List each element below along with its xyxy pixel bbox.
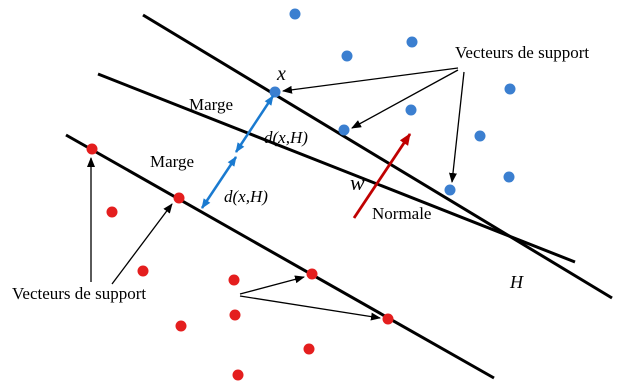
positive-point: [289, 8, 301, 20]
negative-point: [106, 206, 118, 218]
pointer-arrow: [111, 203, 173, 285]
support-pointers-top: [282, 67, 465, 183]
hyperplane-label: H: [509, 272, 524, 292]
pointer-arrow: [351, 69, 459, 129]
pointer-arrow: [239, 275, 305, 295]
hyperplane-line: [97, 72, 576, 264]
negative-point: [137, 265, 149, 277]
positive-point: [503, 171, 515, 183]
pointer-arrow: [448, 71, 465, 183]
margin-arrow-top: [234, 95, 275, 153]
positive-point: [405, 104, 417, 116]
support-vector-negative: [306, 268, 318, 280]
normal-label: Normale: [372, 204, 431, 223]
support-vectors-label-top: Vecteurs de support: [455, 43, 589, 62]
negative-point: [229, 309, 241, 321]
margin-line-positive: [142, 13, 613, 300]
support-vector-negative: [382, 313, 394, 325]
support-vector-positive: [269, 86, 281, 98]
negative-point: [228, 274, 240, 286]
normal-vector-label: w: [350, 170, 365, 195]
margin-label-bottom: Marge: [150, 152, 194, 171]
support-vectors-label-bottom: Vecteurs de support: [12, 284, 146, 303]
normal-vector-arrow: [352, 133, 412, 219]
negative-points: [86, 143, 394, 381]
distance-label-bottom: d(x,H): [224, 187, 268, 206]
positive-point: [504, 83, 516, 95]
negative-point: [232, 369, 244, 381]
distance-label-top: d(x,H): [264, 128, 308, 147]
positive-point: [474, 130, 486, 142]
pointer-arrow: [239, 295, 381, 321]
margin-label-top: Marge: [189, 95, 233, 114]
positive-points: [269, 8, 516, 196]
margin-line-negative: [65, 133, 495, 380]
support-vector-positive: [444, 184, 456, 196]
margin-arrow-bottom: [200, 156, 238, 209]
negative-point: [303, 343, 315, 355]
support-pointers-bottom: [87, 157, 381, 321]
pointer-arrow: [282, 67, 459, 94]
negative-point: [175, 320, 187, 332]
point-x-label: x: [276, 63, 286, 85]
support-vector-positive: [338, 124, 350, 136]
support-vector-negative: [86, 143, 98, 155]
support-vector-negative: [173, 192, 185, 204]
positive-point: [406, 36, 418, 48]
positive-point: [341, 50, 353, 62]
